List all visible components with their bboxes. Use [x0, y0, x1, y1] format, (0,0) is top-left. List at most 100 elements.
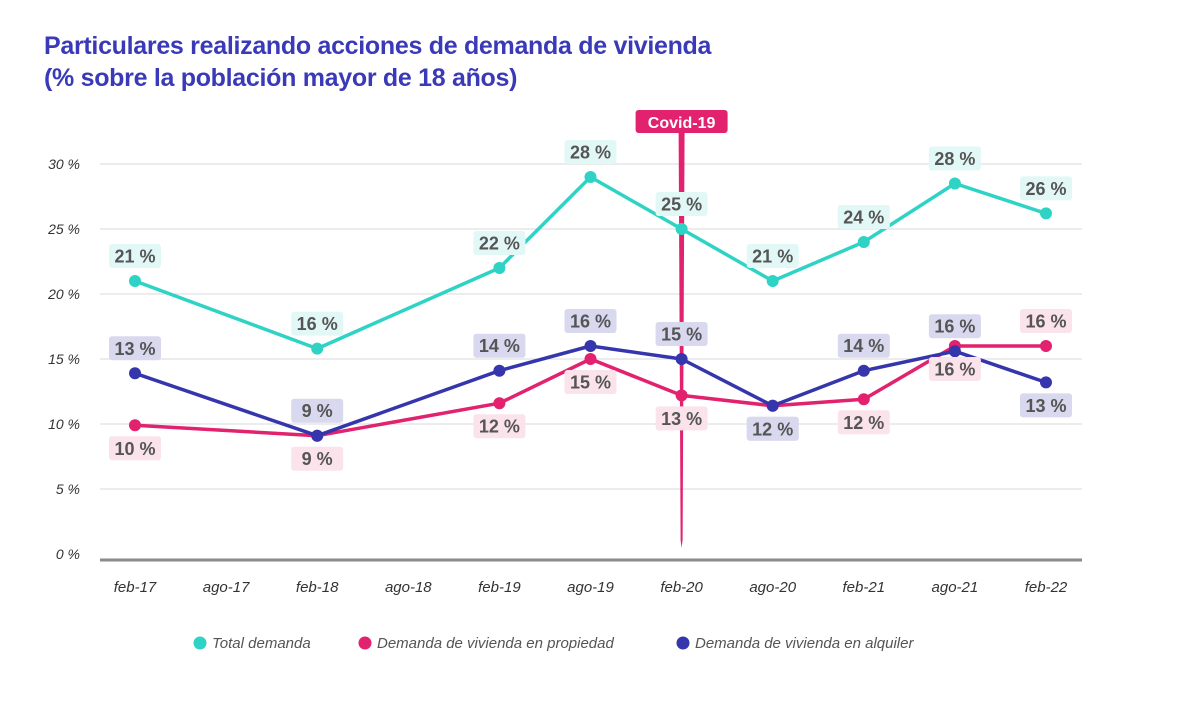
- data-label-bg: [109, 436, 161, 461]
- legend-marker-demanda-de-vivienda-en-propiedad: [358, 636, 372, 650]
- legend-label-demanda-de-vivienda-en-alquiler: Demanda de vivienda en alquiler: [695, 635, 914, 652]
- data-label-demanda-de-vivienda-en-propiedad: 9 %: [302, 449, 333, 469]
- data-label-demanda-de-vivienda-en-propiedad: 15 %: [570, 373, 611, 393]
- data-label-total-demanda: 28 %: [934, 149, 975, 169]
- data-label-demanda-de-vivienda-en-propiedad: 16 %: [1025, 312, 1066, 332]
- data-label-total-demanda: 21 %: [752, 247, 793, 267]
- legend-marker-total-demanda: [193, 636, 207, 650]
- x-axis: feb-17 ago-17 feb-18 ago-18 feb-19 ago-19 feb-…: [100, 558, 1082, 596]
- covid-label: Covid-19: [648, 115, 716, 132]
- legend-marker-demanda-de-vivienda-en-alquiler: [676, 636, 690, 650]
- y-tick-label: 15 %: [48, 351, 80, 367]
- data-label-bg: [291, 311, 344, 336]
- data-label-bg: [1020, 309, 1072, 333]
- data-label-demanda-de-vivienda-en-alquiler: 16 %: [570, 312, 611, 332]
- data-point-demanda-de-vivienda-en-propiedad: [857, 393, 870, 406]
- y-tick-label: 25 %: [47, 221, 80, 237]
- data-point-total-demanda: [1040, 207, 1052, 220]
- data-label-bg: [928, 357, 981, 381]
- data-point-total-demanda: [857, 236, 870, 248]
- chart-title-text: Particulares realizando acciones de dema…: [44, 32, 712, 60]
- data-label-bg: [837, 333, 890, 358]
- data-point-total-demanda: [584, 171, 597, 183]
- data-label-demanda-de-vivienda-en-alquiler: 9 %: [302, 401, 333, 421]
- data-point-demanda-de-vivienda-en-alquiler: [1040, 376, 1052, 389]
- data-label-demanda-de-vivienda-en-alquiler: 12 %: [752, 419, 793, 439]
- y-axis: 0 % 5 % 10 % 15 % 20 % 25 % 30 %: [47, 156, 80, 562]
- legend: Total demanda Demanda de vivienda en prop…: [193, 635, 914, 652]
- data-point-demanda-de-vivienda-en-alquiler: [857, 364, 870, 377]
- data-label-bg: [655, 322, 708, 346]
- x-tick-label: ago-17: [203, 579, 250, 596]
- data-label-bg: [473, 333, 526, 358]
- data-label-bg: [837, 205, 890, 229]
- data-label-bg: [655, 406, 708, 431]
- data-label-bg: [473, 231, 526, 255]
- data-point-demanda-de-vivienda-en-alquiler: [493, 364, 506, 377]
- data-label-bg: [837, 410, 890, 435]
- data-point-demanda-de-vivienda-en-propiedad: [1040, 340, 1052, 352]
- x-tick-label: ago-21: [932, 579, 979, 596]
- data-point-demanda-de-vivienda-en-alquiler: [766, 399, 779, 412]
- data-point-total-demanda: [493, 262, 506, 274]
- data-label-bg: [564, 309, 617, 333]
- data-label-demanda-de-vivienda-en-alquiler: 13 %: [1025, 396, 1066, 416]
- data-label-demanda-de-vivienda-en-alquiler: 14 %: [479, 336, 520, 356]
- covid-label-box: [635, 110, 728, 133]
- data-label-demanda-de-vivienda-en-alquiler: 16 %: [934, 317, 975, 337]
- x-tick-label: feb-20: [660, 579, 703, 596]
- data-point-total-demanda: [311, 342, 324, 355]
- data-label-bg: [746, 244, 799, 268]
- data-point-demanda-de-vivienda-en-alquiler: [311, 429, 324, 442]
- x-tick-label: feb-17: [114, 579, 157, 596]
- data-label-demanda-de-vivienda-en-propiedad: 10 %: [114, 439, 155, 459]
- legend-label-total-demanda: Total demanda: [212, 635, 311, 652]
- data-point-demanda-de-vivienda-en-propiedad: [493, 397, 506, 410]
- data-label-demanda-de-vivienda-en-alquiler: 15 %: [661, 325, 702, 345]
- data-labels: 21 % 16 % 22 % 28 % 25 % 21 % 24 % 28 % 26 % 10 %…: [109, 140, 1072, 471]
- data-point-total-demanda: [766, 275, 779, 287]
- chart-subtitle: (% sobre la población mayor de 18 años): [44, 64, 518, 92]
- x-tick-label: ago-19: [567, 579, 614, 596]
- data-point-demanda-de-vivienda-en-alquiler: [675, 353, 688, 365]
- y-tick-label: 30 %: [48, 156, 80, 172]
- data-label-bg: [291, 446, 344, 471]
- data-label-bg: [1020, 393, 1072, 418]
- data-label-bg: [928, 314, 981, 339]
- x-tick-label: ago-20: [749, 579, 796, 596]
- data-label-demanda-de-vivienda-en-propiedad: 12 %: [479, 417, 520, 437]
- data-label-total-demanda: 25 %: [661, 195, 702, 215]
- data-label-total-demanda: 21 %: [114, 247, 155, 267]
- data-point-demanda-de-vivienda-en-alquiler: [948, 345, 961, 358]
- data-label-bg: [1020, 176, 1072, 201]
- data-label-bg: [473, 414, 526, 439]
- data-label-total-demanda: 28 %: [570, 143, 611, 163]
- data-label-demanda-de-vivienda-en-propiedad: 12 %: [843, 413, 884, 433]
- x-tick-label: feb-19: [478, 579, 521, 596]
- data-point-total-demanda: [675, 223, 688, 235]
- x-tick-label: ago-18: [385, 579, 432, 596]
- data-label-demanda-de-vivienda-en-propiedad: 16 %: [934, 360, 975, 380]
- x-tick-label: feb-21: [843, 579, 886, 596]
- data-label-bg: [746, 416, 799, 441]
- data-point-demanda-de-vivienda-en-alquiler: [129, 367, 141, 380]
- data-label-total-demanda: 22 %: [479, 234, 520, 254]
- data-point-demanda-de-vivienda-en-alquiler: [584, 340, 597, 352]
- chart-title: Particulares realizando acciones de dema…: [44, 30, 711, 94]
- data-label-demanda-de-vivienda-en-alquiler: 14 %: [843, 336, 884, 356]
- data-point-demanda-de-vivienda-en-propiedad: [129, 419, 141, 432]
- x-tick-label: feb-22: [1025, 579, 1068, 596]
- y-tick-label: 0 %: [56, 546, 80, 562]
- data-label-total-demanda: 24 %: [843, 208, 884, 228]
- data-label-bg: [564, 370, 617, 394]
- data-label-total-demanda: 16 %: [297, 314, 338, 334]
- data-point-total-demanda: [129, 275, 141, 287]
- y-tick-label: 10 %: [48, 416, 80, 432]
- data-label-demanda-de-vivienda-en-alquiler: 13 %: [114, 339, 155, 359]
- data-point-total-demanda: [948, 177, 961, 190]
- data-label-bg: [928, 146, 981, 171]
- data-point-demanda-de-vivienda-en-propiedad: [584, 353, 597, 365]
- data-label-bg: [564, 140, 617, 164]
- data-label-bg: [109, 336, 161, 361]
